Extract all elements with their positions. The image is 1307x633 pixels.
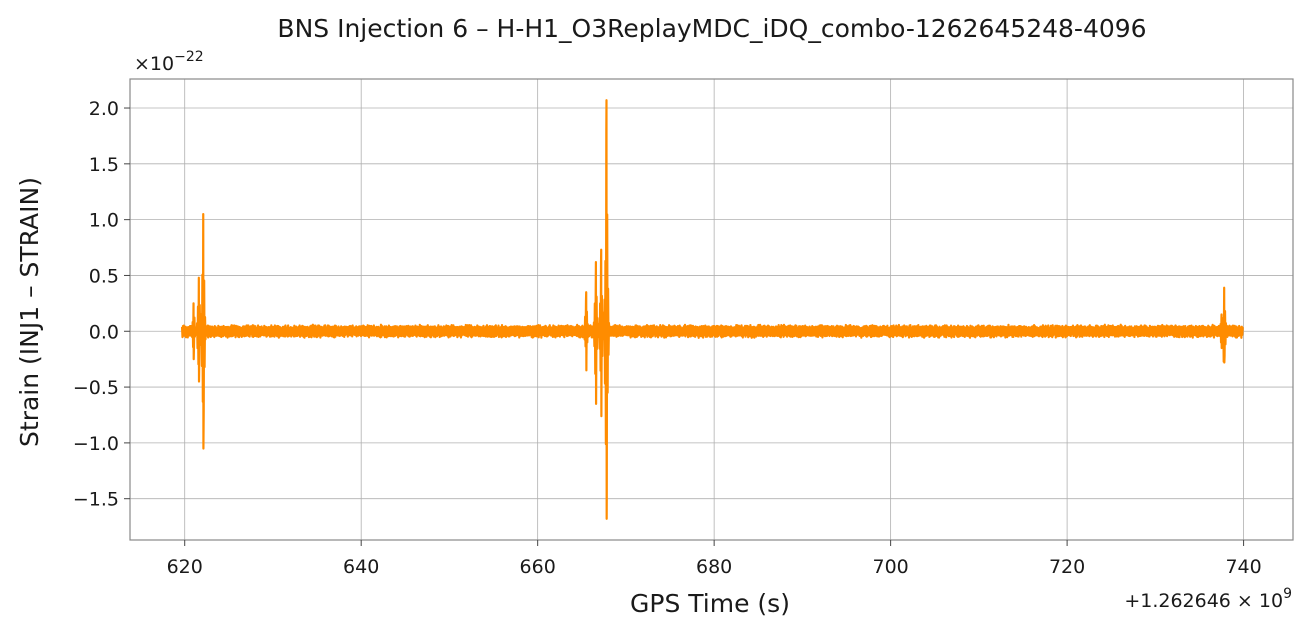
x-tick-label: 700 (872, 556, 908, 578)
x-tick-label: 680 (696, 556, 732, 578)
x-tick-label: 660 (520, 556, 556, 578)
y-multiplier-label: ×10−22 (134, 49, 204, 75)
x-tick-label: 620 (167, 556, 203, 578)
x-tick-label: 640 (343, 556, 379, 578)
strain-series-line (180, 99, 1244, 520)
y-tick-label: −1.5 (73, 489, 119, 511)
y-tick-label: 1.5 (89, 154, 119, 176)
x-offset-label: +1.262646 × 109 (1124, 586, 1292, 612)
x-tick-label: 720 (1049, 556, 1085, 578)
y-tick-label: −0.5 (73, 377, 119, 399)
y-axis-title: Strain (INJ1 – STRAIN) (15, 177, 44, 447)
y-tick-label: 1.0 (89, 210, 119, 232)
y-tick-label: 0.5 (89, 265, 119, 287)
plot-area (180, 99, 1244, 520)
y-tick-label: 2.0 (89, 98, 119, 120)
y-tick-label: 0.0 (89, 321, 119, 343)
x-tick-label: 740 (1225, 556, 1261, 578)
y-tick-label: −1.0 (73, 433, 119, 455)
chart-title: BNS Injection 6 – H-H1_O3ReplayMDC_iDQ_c… (277, 14, 1146, 43)
x-axis-title: GPS Time (s) (630, 589, 790, 618)
axis-ticks: 620 640 660 680 700 720 740 −1.5 −1.0 −0.5 0.0 0.5 1… (73, 98, 1262, 578)
axes-frame (129, 78, 1294, 541)
